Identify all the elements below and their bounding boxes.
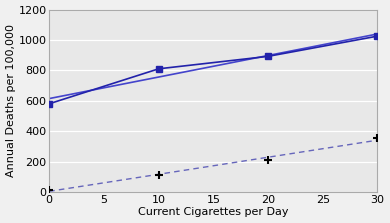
- Y-axis label: Annual Deaths per 100,000: Annual Deaths per 100,000: [5, 24, 16, 177]
- X-axis label: Current Cigarettes per Day: Current Cigarettes per Day: [138, 207, 289, 217]
